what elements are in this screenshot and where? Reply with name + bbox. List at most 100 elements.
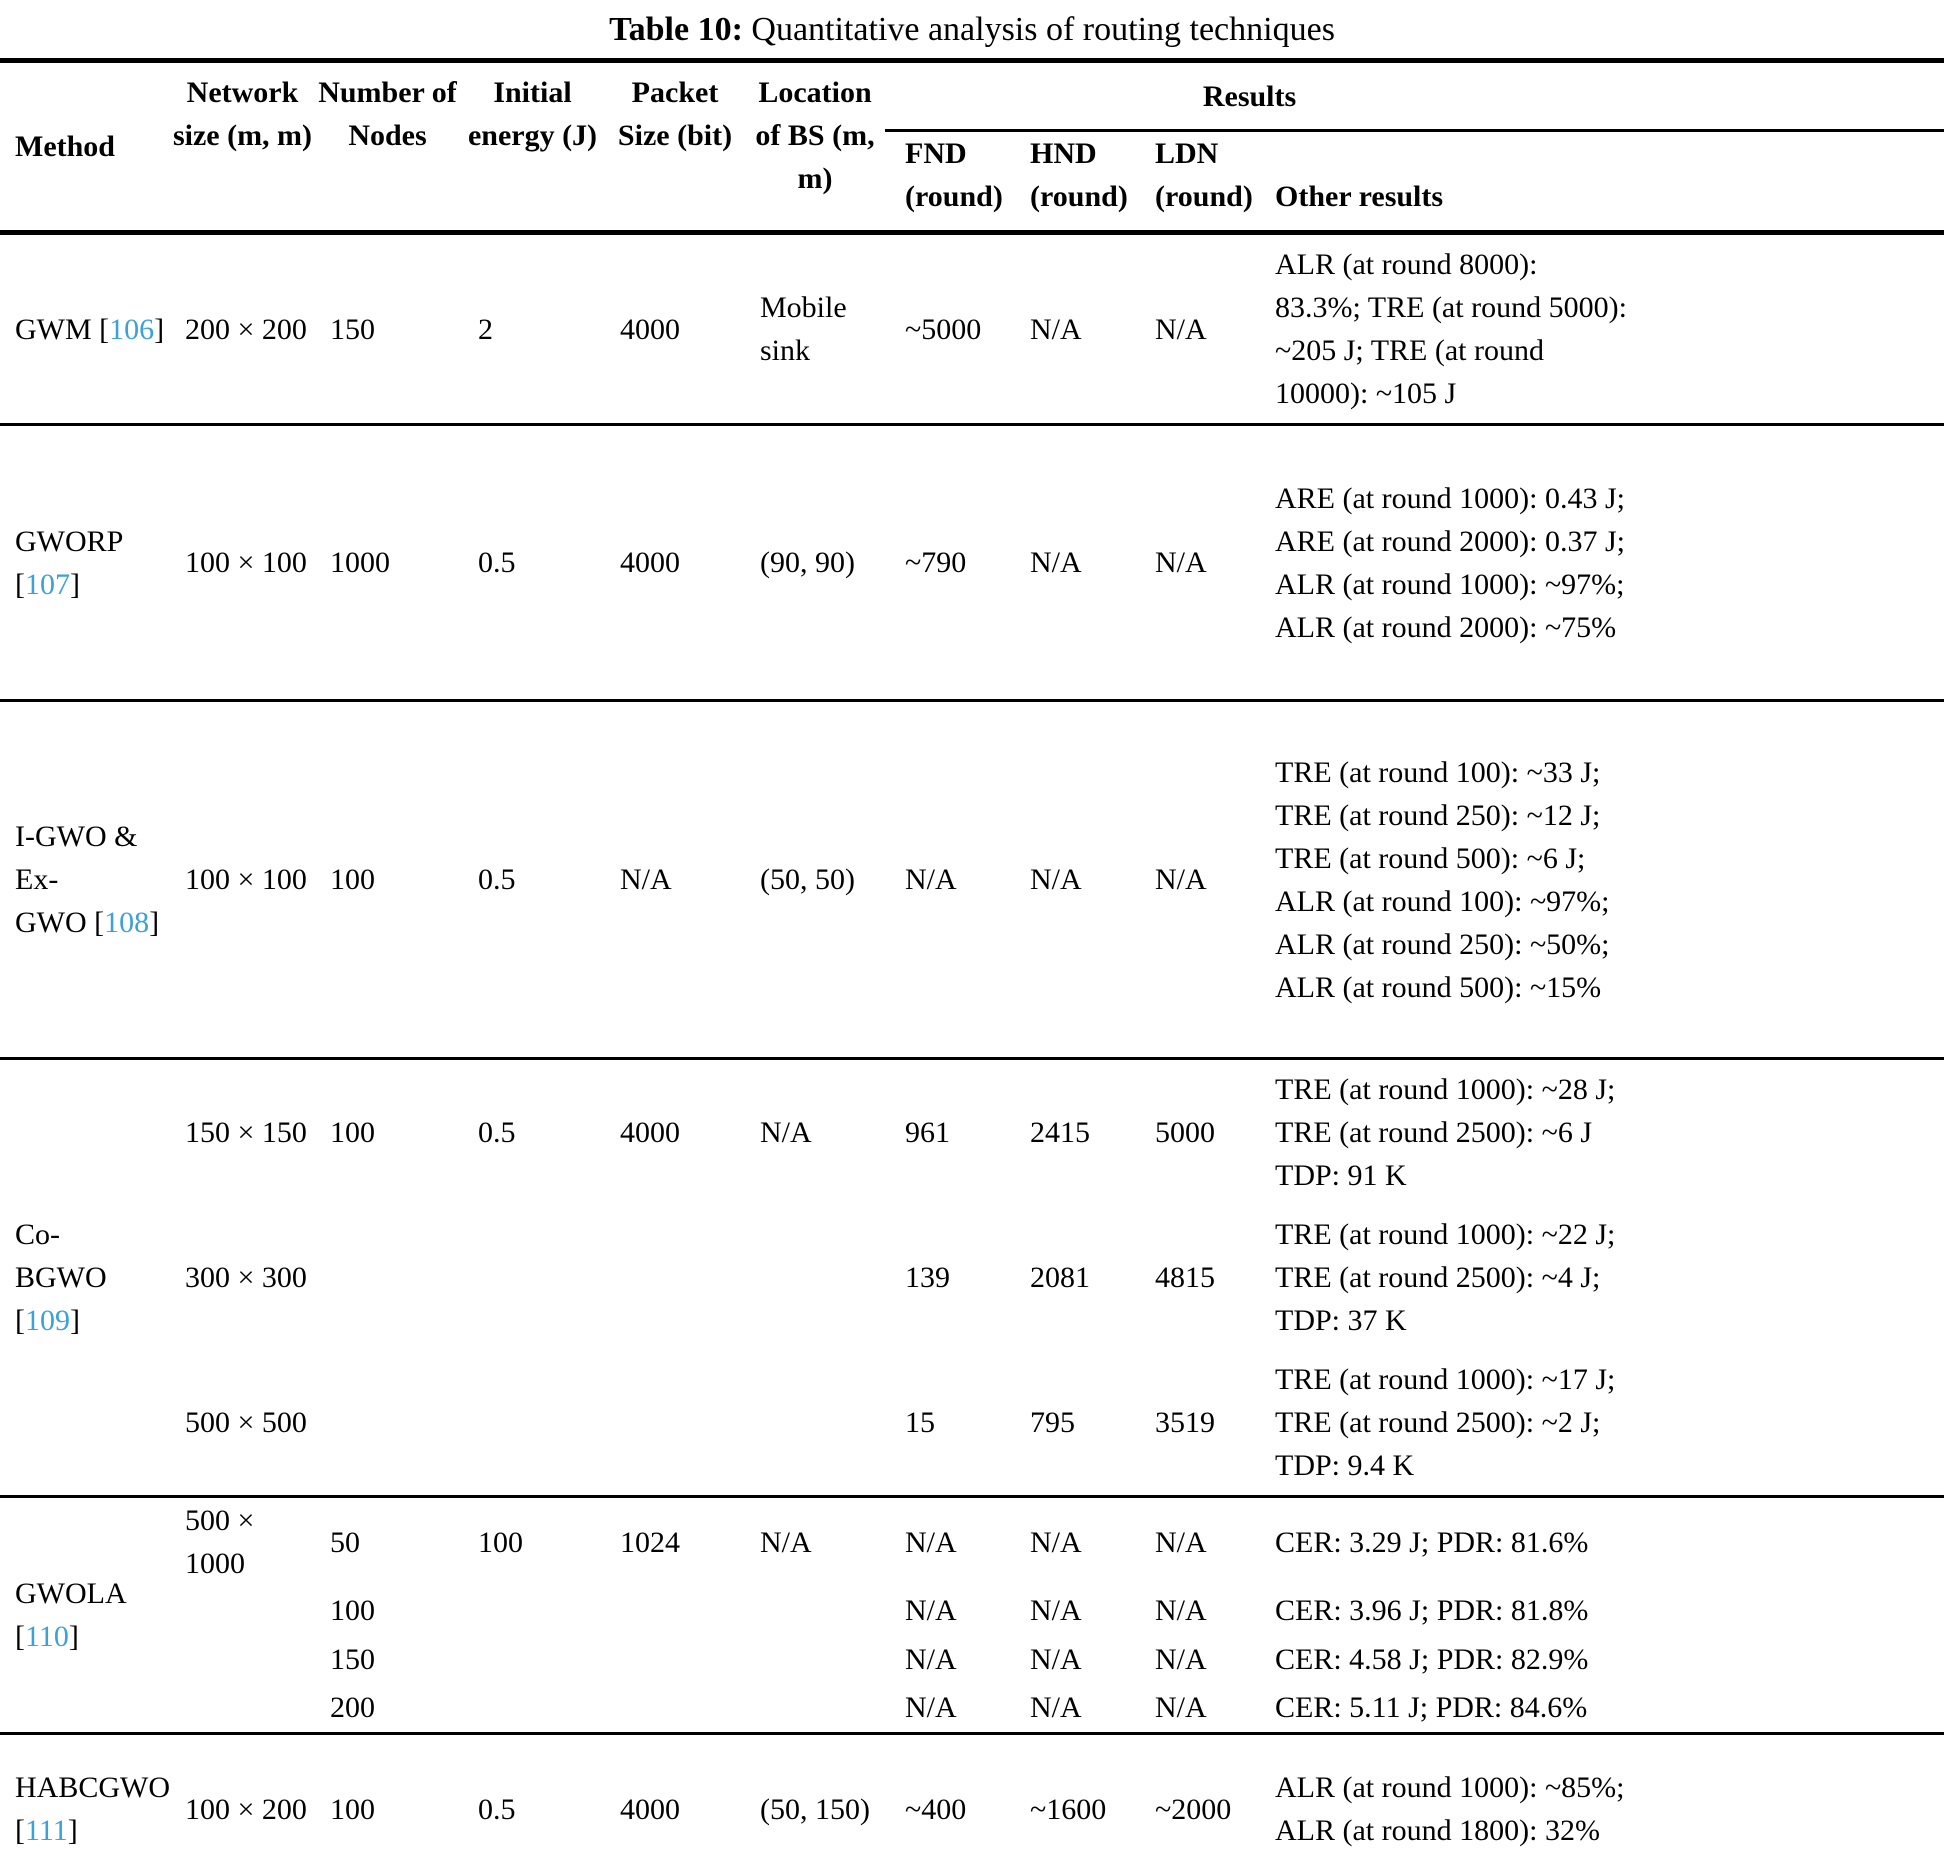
col-header-method: Method	[15, 130, 115, 163]
method-cell: Co- BGWO [109]	[0, 1059, 170, 1497]
table-row: 200 N/A N/A N/A CER: 5.11 J; PDR: 84.6%	[0, 1684, 1944, 1733]
cell-nodes: 150	[330, 1643, 375, 1676]
table-row-group: I-GWO & Ex- GWO [108] 100 × 100 100 0.5 N/A (…	[0, 701, 1944, 1059]
cell-ldn: 3519	[1155, 1406, 1215, 1439]
cell-ldn: N/A	[1155, 546, 1207, 579]
method-cell: GWOLA [110]	[0, 1497, 170, 1734]
table-row: 150 N/A N/A N/A CER: 4.58 J; PDR: 82.9%	[0, 1635, 1944, 1684]
cell-energy	[460, 1205, 605, 1350]
table-row: GWORP [107] 100 × 100 1000 0.5 4000 (90, 90) ~…	[0, 425, 1944, 701]
caption-text: Quantitative analysis of routing techniq…	[742, 11, 1335, 48]
header-row-main: Method Network size (m, m) Number of Nod…	[0, 60, 1944, 195]
citation-link[interactable]: 106	[109, 312, 155, 346]
table-row: 100 N/A N/A N/A CER: 3.96 J; PDR: 81.8%	[0, 1586, 1944, 1635]
col-header-fnd: FND (round)	[905, 137, 1003, 213]
cell-nodes	[315, 1350, 460, 1497]
cell-hnd: N/A	[1030, 1643, 1082, 1676]
cell-hnd: N/A	[1030, 546, 1082, 579]
cell-energy	[460, 1350, 605, 1497]
cell-packet	[605, 1350, 745, 1497]
cell-fnd: N/A	[905, 863, 957, 896]
citation-close-bracket: ]	[70, 567, 80, 601]
other-results-text: CER: 5.11 J; PDR: 84.6%	[1275, 1691, 1588, 1725]
cell-nodes: 100	[330, 1594, 375, 1627]
citation-link[interactable]: 109	[25, 1304, 70, 1337]
cell-fnd: ~790	[905, 546, 967, 579]
table-row-group: Co- BGWO [109] 150 × 150 100 0.5 4000 N/A 961 2…	[0, 1059, 1944, 1497]
cell-bs: (50, 50)	[760, 863, 855, 896]
citation-open-bracket: [	[15, 567, 25, 601]
cell-other: CER: 3.29 J; PDR: 81.6%	[1255, 1497, 1944, 1587]
citation-link[interactable]: 107	[25, 567, 70, 601]
cell-ldn: N/A	[1155, 1525, 1207, 1559]
method-cell: GWORP [107]	[0, 425, 170, 701]
other-results-text: ARE (at round 1000): 0.43 J; ARE (at rou…	[1275, 481, 1625, 644]
cell-bs	[745, 1586, 885, 1635]
col-header-hnd: HND (round)	[1030, 137, 1128, 213]
cell-other: CER: 4.58 J; PDR: 82.9%	[1255, 1635, 1944, 1684]
cell-fnd: 15	[905, 1406, 935, 1439]
citation-link[interactable]: 111	[25, 1814, 68, 1847]
cell-network: 100 × 200	[185, 1792, 307, 1826]
cell-network	[170, 1586, 315, 1635]
cell-ldn: N/A	[1155, 1691, 1207, 1725]
cell-fnd: 961	[905, 1116, 950, 1149]
citation-close-bracket: ]	[149, 906, 160, 939]
cell-nodes: 100	[330, 1792, 375, 1826]
table-row: HABCGWO [111] 100 × 200 100 0.5 4000 (50, 150…	[0, 1733, 1944, 1851]
cell-bs	[745, 1350, 885, 1497]
citation-open-bracket: [	[15, 1814, 25, 1847]
other-results-text: TRE (at round 1000): ~28 J; TRE (at roun…	[1275, 1073, 1616, 1192]
citation-close-bracket: ]	[70, 1304, 80, 1337]
citation-link[interactable]: 110	[25, 1619, 69, 1653]
other-results-text: CER: 3.29 J; PDR: 81.6%	[1275, 1525, 1589, 1559]
cell-hnd: 2415	[1030, 1116, 1090, 1149]
cell-hnd: ~1600	[1030, 1792, 1107, 1826]
table-row: I-GWO & Ex- GWO [108] 100 × 100 100 0.5 N/A (…	[0, 701, 1944, 1059]
cell-nodes: 50	[330, 1525, 360, 1559]
other-results-text: ALR (at round 1000): ~85%; ALR (at round…	[1275, 1771, 1625, 1847]
table-row: 300 × 300 139 2081 4815 TRE (at round 1000):…	[0, 1205, 1944, 1350]
method-name: I-GWO & Ex- GWO	[15, 820, 138, 939]
cell-network	[170, 1635, 315, 1684]
cell-network: 100 × 100	[185, 546, 307, 579]
table-row-group: GWOLA [110] 500 × 1000 50 100 1024 N/A N/A N/A N…	[0, 1497, 1944, 1734]
cell-hnd: N/A	[1030, 1525, 1082, 1559]
other-results-text: TRE (at round 1000): ~17 J; TRE (at roun…	[1275, 1363, 1616, 1482]
cell-network: 500 × 1000	[185, 1504, 255, 1580]
citation-open-bracket: [	[15, 1619, 25, 1653]
other-results-text: TRE (at round 1000): ~22 J; TRE (at roun…	[1275, 1218, 1616, 1337]
method-name: GWORP	[15, 524, 123, 558]
citation-open-bracket: [	[15, 1304, 25, 1337]
citation-open-bracket: [	[94, 906, 105, 939]
method-cell: I-GWO & Ex- GWO [108]	[0, 701, 170, 1059]
cell-other: ALR (at round 8000): 83.3%; TRE (at roun…	[1255, 233, 1944, 425]
cell-energy	[460, 1684, 605, 1733]
cell-bs	[745, 1684, 885, 1733]
cell-bs: (90, 90)	[760, 546, 855, 579]
cell-other: TRE (at round 1000): ~28 J; TRE (at roun…	[1255, 1059, 1944, 1206]
cell-energy: 0.5	[478, 546, 516, 579]
cell-other: TRE (at round 1000): ~22 J; TRE (at roun…	[1255, 1205, 1944, 1350]
cell-other: ALR (at round 1000): ~85%; ALR (at round…	[1255, 1733, 1944, 1851]
cell-hnd: N/A	[1030, 863, 1082, 896]
table-caption: Table 10: Quantitative analysis of routi…	[0, 0, 1944, 58]
col-header-initial-energy: Initial energy (J)	[467, 76, 598, 152]
cell-other: TRE (at round 1000): ~17 J; TRE (at roun…	[1255, 1350, 1944, 1497]
cell-energy	[460, 1586, 605, 1635]
cell-bs: Mobile sink	[760, 291, 847, 367]
citation-link[interactable]: 108	[104, 906, 150, 939]
other-results-text: ALR (at round 8000): 83.3%; TRE (at roun…	[1275, 248, 1627, 410]
cell-packet	[605, 1684, 745, 1733]
cell-fnd: N/A	[905, 1594, 957, 1627]
cell-fnd: ~5000	[905, 312, 982, 346]
cell-bs: N/A	[760, 1525, 812, 1559]
cell-energy: 0.5	[478, 1116, 516, 1149]
cell-packet: 4000	[620, 546, 680, 579]
method-name: GWM	[15, 312, 100, 346]
cell-bs: N/A	[760, 1116, 812, 1149]
cell-energy	[460, 1635, 605, 1684]
cell-hnd: N/A	[1030, 1594, 1082, 1627]
cell-packet	[605, 1586, 745, 1635]
table-row-group: GWM [106] 200 × 200 150 2 4000 Mobile sink ~50…	[0, 233, 1944, 425]
